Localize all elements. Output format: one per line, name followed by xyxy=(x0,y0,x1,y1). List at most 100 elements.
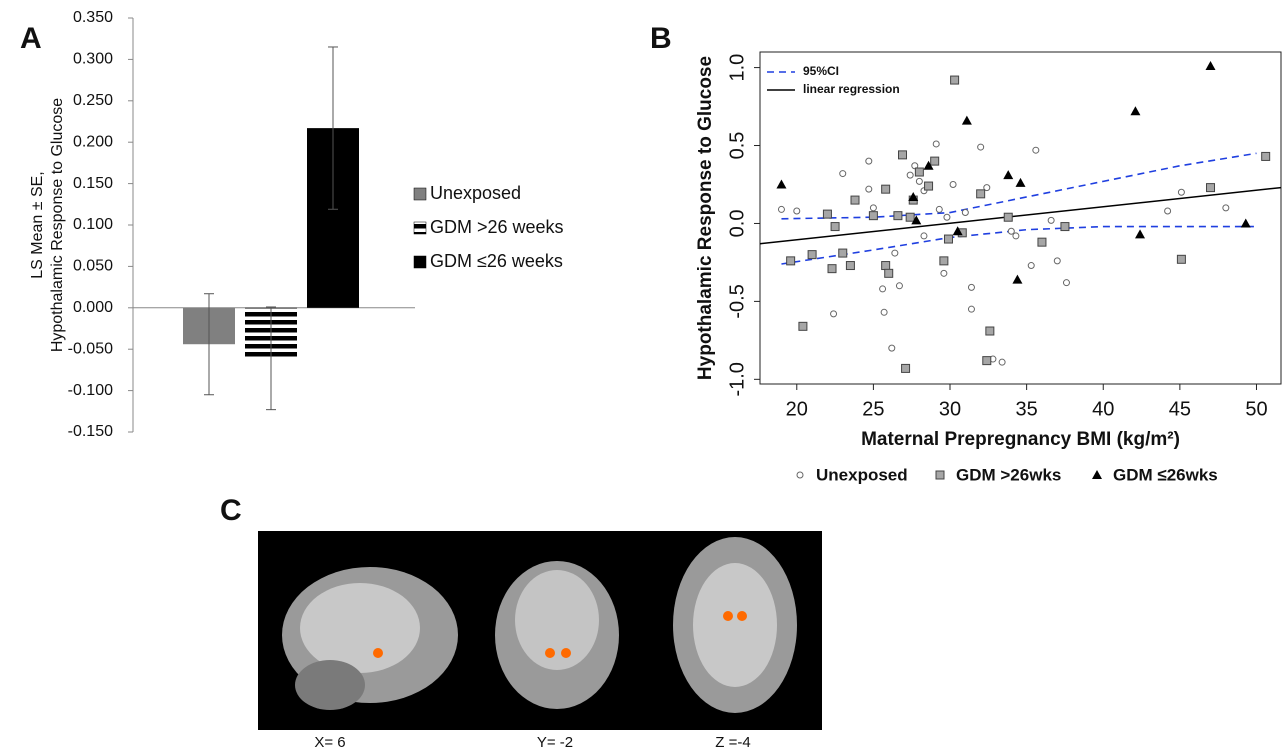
point xyxy=(1241,218,1251,227)
legend-label: linear regression xyxy=(803,82,900,96)
point xyxy=(1178,189,1184,195)
point xyxy=(1038,238,1046,246)
legend-label: 95%CI xyxy=(803,64,839,78)
point xyxy=(941,270,947,276)
point xyxy=(1063,280,1069,286)
point xyxy=(907,172,913,178)
panel-label: B xyxy=(650,22,672,55)
point xyxy=(1033,147,1039,153)
legend-label: GDM >26 weeks xyxy=(430,217,564,237)
regression-line xyxy=(760,188,1281,244)
point xyxy=(778,206,784,212)
x-tick-label: 25 xyxy=(862,398,884,420)
y-tick-label: 0.5 xyxy=(726,132,748,160)
legend-swatch xyxy=(414,222,426,234)
slice-label: Z =-4 xyxy=(715,734,750,751)
x-tick-label: 45 xyxy=(1169,398,1191,420)
point xyxy=(1262,152,1270,160)
point xyxy=(1223,205,1229,211)
point xyxy=(881,309,887,315)
legend-label: GDM ≤26 weeks xyxy=(430,251,563,271)
legend-label: Unexposed xyxy=(430,183,521,203)
y-tick-label: -0.050 xyxy=(68,340,113,357)
y-tick-label: 0.250 xyxy=(73,92,113,109)
legend-label: Unexposed xyxy=(816,465,908,484)
point xyxy=(787,257,795,265)
point xyxy=(885,269,893,277)
point xyxy=(851,196,859,204)
point xyxy=(940,257,948,265)
point xyxy=(831,311,837,317)
point xyxy=(1130,106,1140,115)
y-tick-label: 0.000 xyxy=(73,299,113,316)
point xyxy=(870,205,876,211)
point xyxy=(823,210,831,218)
point xyxy=(1207,184,1215,192)
y-tick-label: 0.200 xyxy=(73,133,113,150)
point xyxy=(1206,61,1216,70)
point xyxy=(776,179,786,188)
y-tick-label: -0.5 xyxy=(726,284,748,318)
legend-swatch xyxy=(1092,470,1102,479)
x-tick-label: 30 xyxy=(939,398,961,420)
legend-label: GDM >26wks xyxy=(956,465,1061,484)
point xyxy=(950,181,956,187)
point xyxy=(944,214,950,220)
point xyxy=(892,250,898,256)
panel-label: A xyxy=(20,22,42,55)
point xyxy=(968,306,974,312)
y-tick-label: 1.0 xyxy=(726,54,748,82)
point xyxy=(896,283,902,289)
point xyxy=(1054,258,1060,264)
point xyxy=(808,251,816,259)
point xyxy=(1003,170,1013,179)
legend-swatch xyxy=(936,471,944,479)
point xyxy=(866,158,872,164)
y-tick-label: 0.300 xyxy=(73,51,113,68)
y-tick-label: 0.100 xyxy=(73,216,113,233)
legend-label: GDM ≤26wks xyxy=(1113,465,1218,484)
y-tick-label: -0.150 xyxy=(68,423,113,440)
point xyxy=(882,262,890,270)
point xyxy=(1008,228,1014,234)
x-tick-label: 35 xyxy=(1016,398,1038,420)
point xyxy=(931,157,939,165)
point xyxy=(902,364,910,372)
point xyxy=(999,359,1005,365)
slice-label: X= 6 xyxy=(314,734,345,751)
figure: A B C X= 6Y= -2Z =-4-0.150-0.100-0.0500.… xyxy=(0,0,1285,751)
point xyxy=(794,208,800,214)
y-tick-label: 0.350 xyxy=(73,9,113,26)
point xyxy=(828,265,836,273)
point xyxy=(933,141,939,147)
y-tick-label: 0.0 xyxy=(726,210,748,238)
point xyxy=(925,182,933,190)
point xyxy=(983,357,991,365)
point xyxy=(846,262,854,270)
point xyxy=(1135,229,1145,238)
point xyxy=(899,151,907,159)
point xyxy=(799,322,807,330)
y-tick-label: -0.100 xyxy=(68,382,113,399)
point xyxy=(1177,255,1185,263)
point xyxy=(840,171,846,177)
point xyxy=(1004,213,1012,221)
point xyxy=(880,286,886,292)
point xyxy=(977,190,985,198)
legend-swatch xyxy=(797,472,803,478)
point xyxy=(968,284,974,290)
legend-swatch xyxy=(414,188,426,200)
point xyxy=(1048,217,1054,223)
point xyxy=(839,249,847,257)
y-tick-label: -1.0 xyxy=(726,362,748,396)
x-axis-label: Maternal Prepregnancy BMI (kg/m²) xyxy=(861,429,1180,450)
point xyxy=(831,223,839,231)
point xyxy=(936,206,942,212)
slice-label: Y= -2 xyxy=(537,734,573,751)
point xyxy=(1061,223,1069,231)
point xyxy=(962,210,968,216)
y-tick-label: 0.050 xyxy=(73,258,113,275)
point xyxy=(921,233,927,239)
point xyxy=(882,185,890,193)
point xyxy=(869,212,877,220)
